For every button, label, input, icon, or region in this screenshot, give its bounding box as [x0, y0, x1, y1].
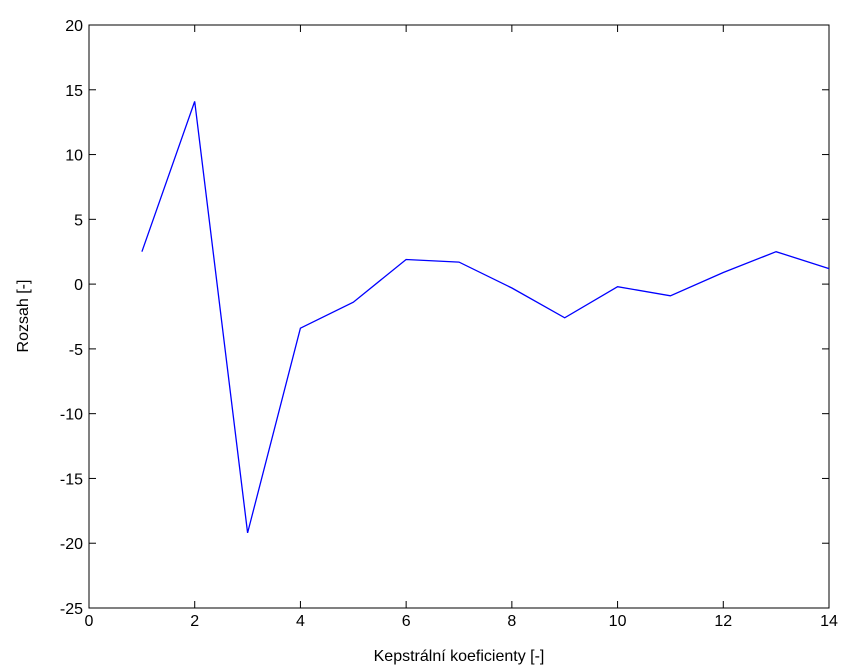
series-line-0 — [141, 101, 830, 534]
x-tick-label: 2 — [190, 613, 199, 630]
y-tick-label: -10 — [60, 407, 83, 424]
x-tick-label: 10 — [609, 613, 627, 630]
y-tick-labels: 20 15 10 5 0 -5 -10 -15 -20 -25 — [60, 18, 83, 618]
y-tick-label: 15 — [65, 83, 83, 100]
x-tick-label: 14 — [820, 613, 838, 630]
y-axis-label: Rozsah [-] — [15, 280, 32, 353]
y-tick-label: -20 — [60, 536, 83, 553]
y-tick-label: -25 — [60, 601, 83, 618]
x-axis-label: Kepstrální koeficienty [-] — [374, 648, 545, 665]
y-tick-label: 10 — [65, 148, 83, 165]
y-tick-label: 20 — [65, 18, 83, 35]
y-tick-label: 5 — [74, 212, 83, 229]
axis-ticks — [88, 24, 830, 609]
y-tick-label: -5 — [69, 342, 83, 359]
x-tick-labels: 0 2 4 6 8 10 12 14 — [85, 613, 838, 630]
plot-area — [88, 24, 830, 609]
x-tick-label: 12 — [714, 613, 732, 630]
x-tick-label: 6 — [402, 613, 411, 630]
y-tick-label: -15 — [60, 471, 83, 488]
x-tick-label: 8 — [507, 613, 516, 630]
x-tick-label: 0 — [85, 613, 94, 630]
x-tick-label: 4 — [296, 613, 305, 630]
series-group — [141, 101, 830, 534]
y-tick-label: 0 — [74, 277, 83, 294]
